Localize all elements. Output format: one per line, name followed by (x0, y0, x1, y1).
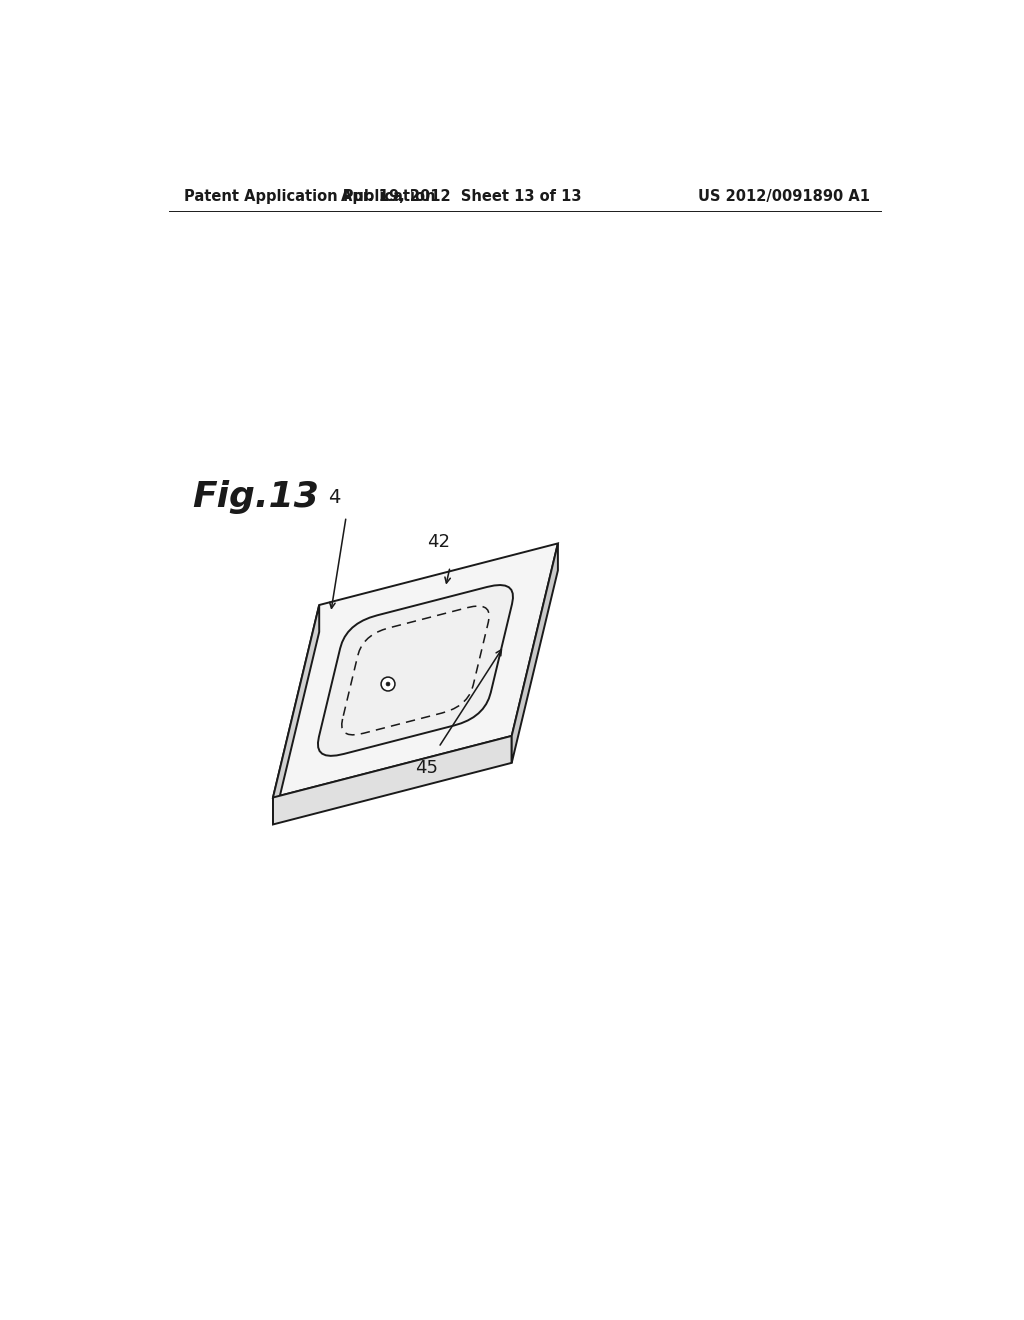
Polygon shape (273, 544, 558, 797)
Polygon shape (273, 605, 319, 825)
Text: 45: 45 (416, 759, 438, 777)
Polygon shape (318, 585, 513, 756)
Text: US 2012/0091890 A1: US 2012/0091890 A1 (697, 189, 869, 205)
Text: 4: 4 (329, 488, 341, 507)
Text: Apr. 19, 2012  Sheet 13 of 13: Apr. 19, 2012 Sheet 13 of 13 (341, 189, 582, 205)
Text: 42: 42 (427, 533, 451, 552)
Circle shape (386, 682, 390, 686)
Text: Patent Application Publication: Patent Application Publication (184, 189, 436, 205)
Circle shape (381, 677, 395, 690)
Polygon shape (512, 544, 558, 763)
Text: Fig.13: Fig.13 (193, 480, 319, 515)
Polygon shape (273, 737, 512, 825)
